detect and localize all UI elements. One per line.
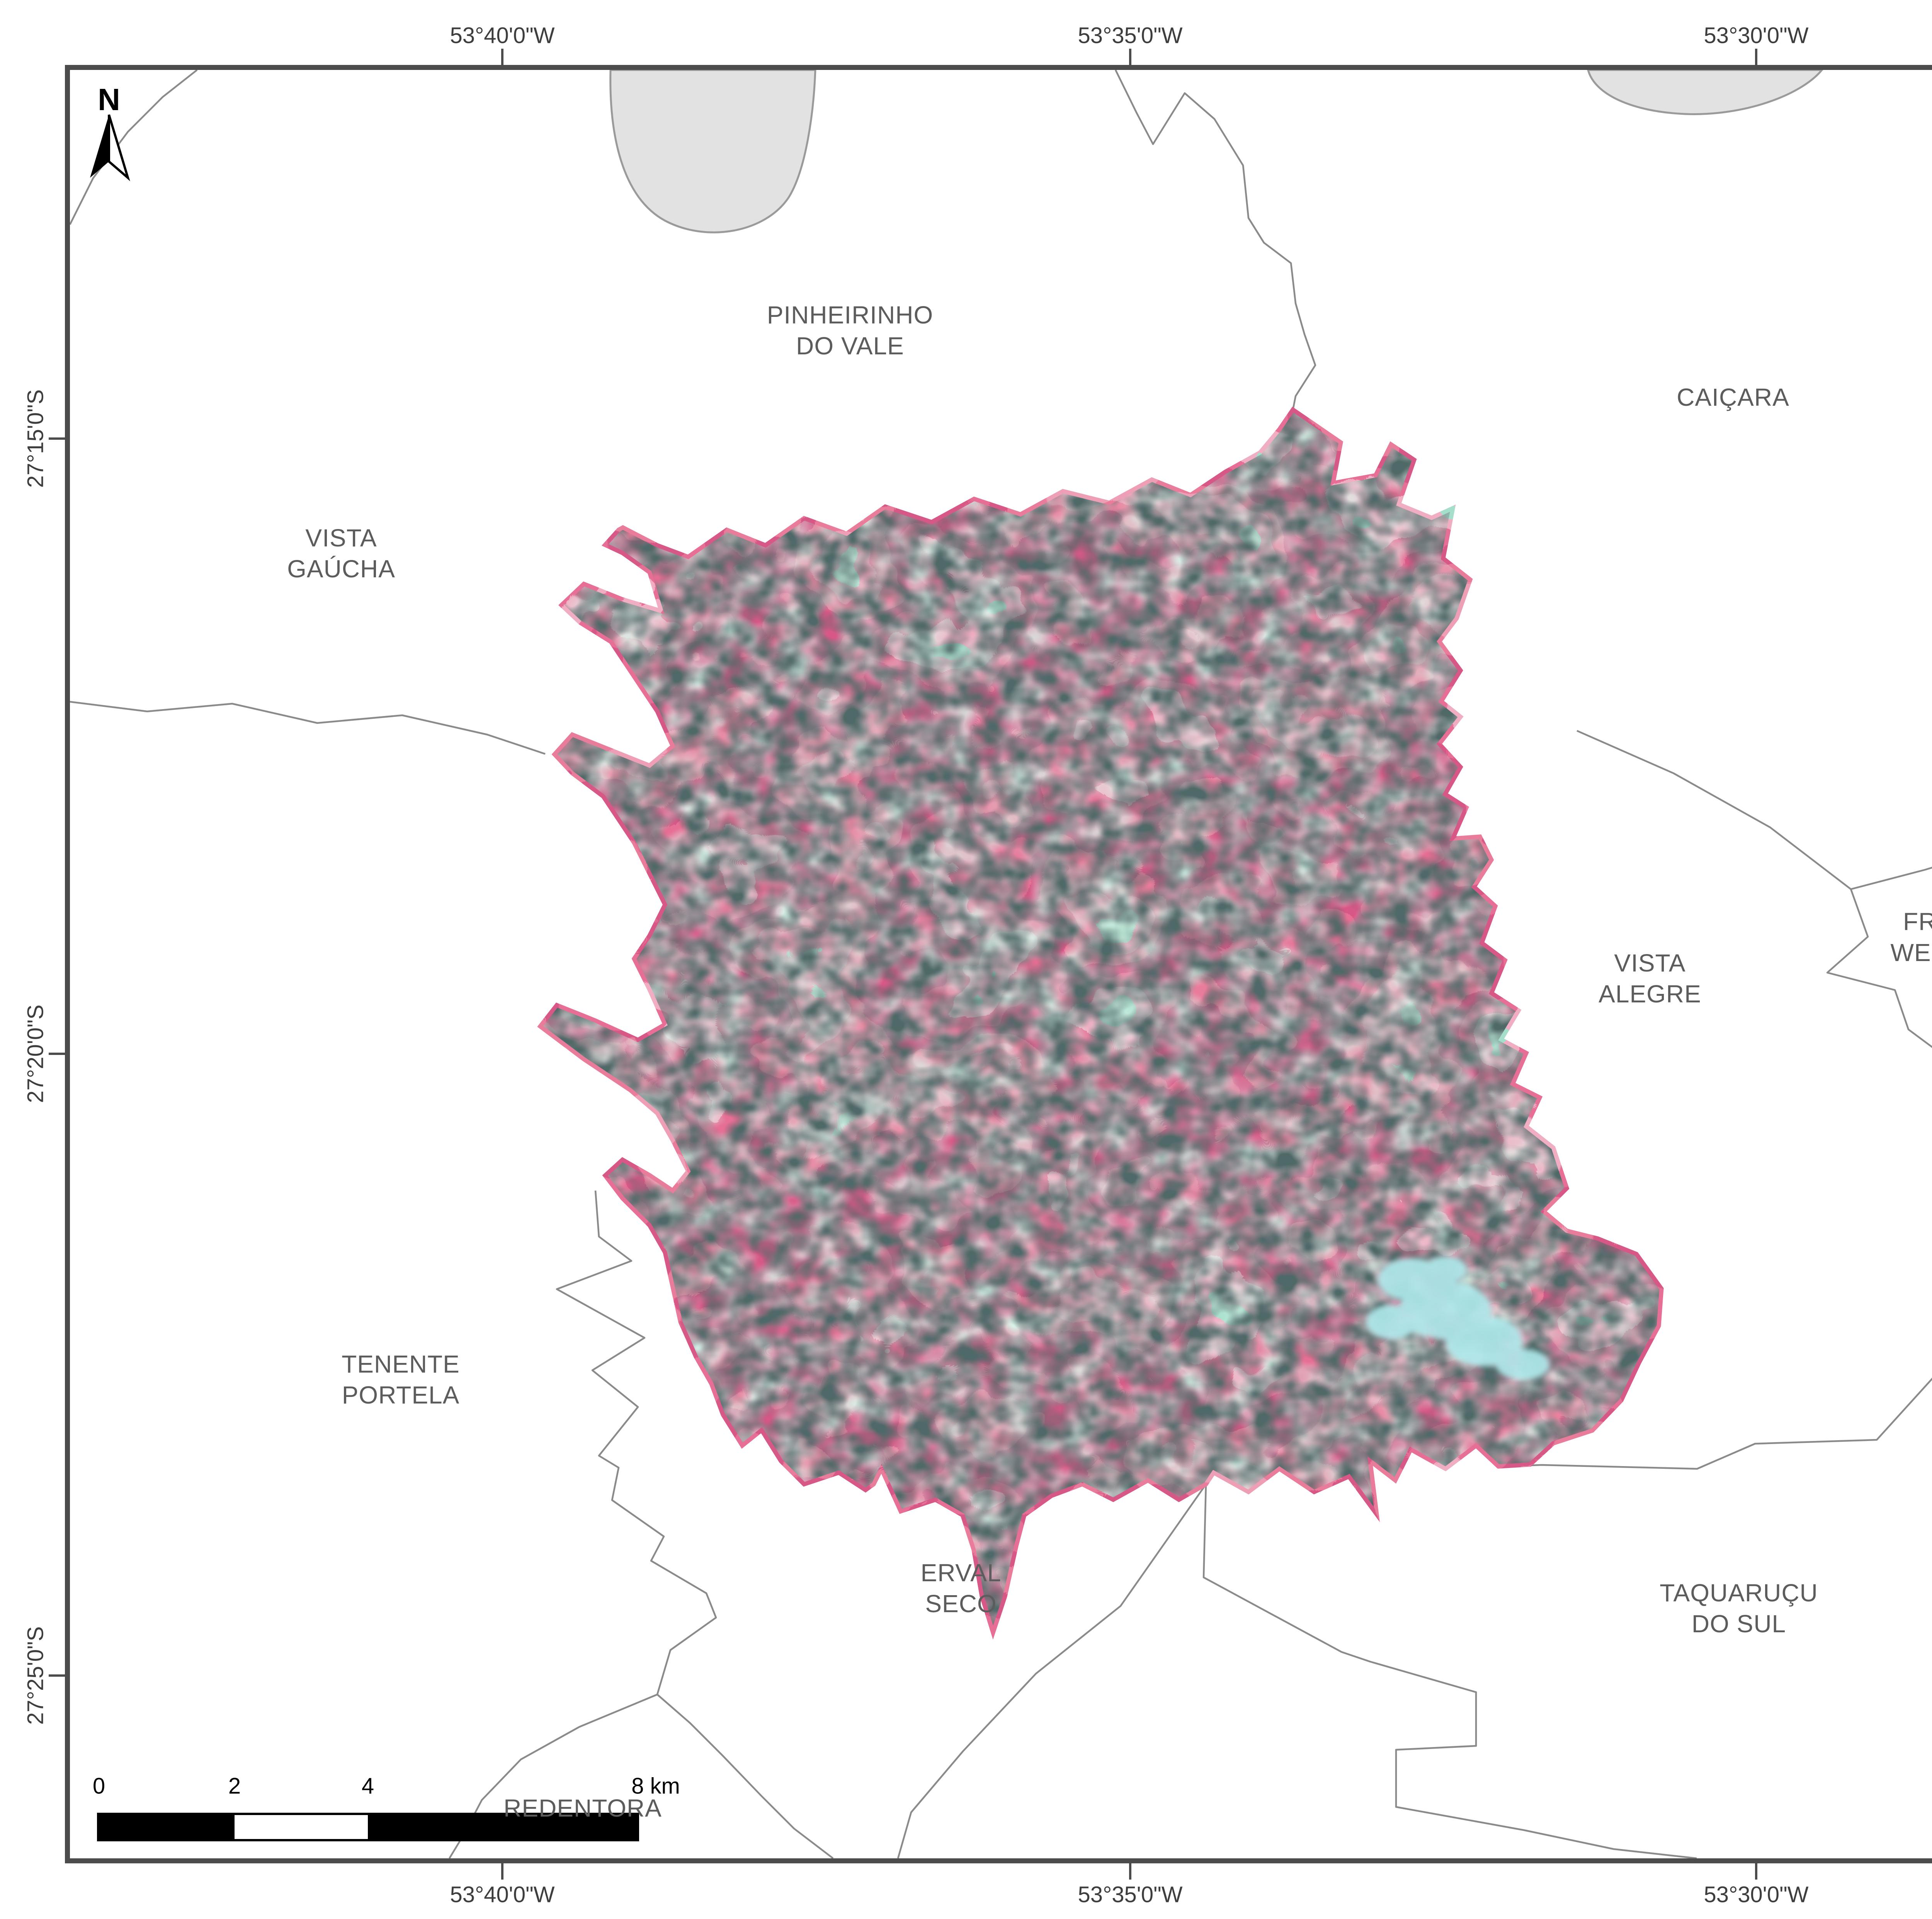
municipal-boundary-lines	[70, 70, 1932, 1858]
coord-left-27-15: 27°15'0"S	[23, 389, 48, 488]
place-label-vista-gaucha: VISTA GAÚCHA	[287, 524, 395, 583]
coord-bottom-53-40: 53°40'0"W	[450, 1882, 555, 1907]
place-label-caicara: CAIÇARA	[1677, 383, 1789, 411]
coord-left-27-25: 27°25'0"S	[23, 1626, 48, 1725]
coord-left-27-20: 27°20'0"S	[23, 1004, 48, 1103]
main-map-panel: N PINHEIRINHO DO VALE CAIÇARA VISTA GAÚC…	[65, 65, 1932, 1863]
graticule-tick-top-2	[1129, 49, 1131, 65]
municipality-imagery	[540, 410, 1662, 1633]
scale-bar	[97, 1813, 639, 1841]
north-arrow-label: N	[98, 82, 120, 117]
imagery-dark-speckle	[540, 410, 1662, 1633]
graticule-tick-left-2	[49, 1053, 65, 1055]
place-label-pinheirinho-do-vale: PINHEIRINHO DO VALE	[767, 301, 934, 360]
urban-area-blobs	[1366, 1256, 1550, 1380]
scalebar-label-8km: 8 km	[631, 1773, 680, 1799]
coord-top-53-35: 53°35'0"W	[1078, 23, 1183, 48]
graticule-tick-bottom-3	[1755, 1863, 1757, 1880]
place-label-vista-alegre: VISTA ALEGRE	[1599, 949, 1701, 1008]
coord-bottom-53-30: 53°30'0"W	[1704, 1882, 1809, 1907]
graticule-tick-bottom-1	[501, 1863, 503, 1880]
state-boundary-patches	[609, 70, 1823, 233]
scalebar-label-0: 0	[92, 1773, 105, 1799]
main-map-canvas	[70, 70, 1932, 1858]
place-label-taquarucu-do-sul: TAQUARUÇU DO SUL	[1660, 1579, 1818, 1638]
place-label-redentora: REDENTORA	[503, 1794, 662, 1822]
state-patch-northwest	[609, 70, 816, 233]
north-arrow-icon	[90, 114, 130, 181]
scalebar-label-4: 4	[361, 1773, 374, 1799]
place-label-erval-seco: ERVAL SECO	[920, 1559, 1002, 1618]
coord-bottom-53-35: 53°35'0"W	[1078, 1882, 1183, 1907]
coord-top-53-30: 53°30'0"W	[1704, 23, 1809, 48]
state-patch-northeast	[1587, 70, 1823, 115]
place-label-tenente-portela: TENENTE PORTELA	[342, 1350, 460, 1409]
graticule-tick-top-1	[501, 49, 503, 65]
graticule-tick-bottom-2	[1129, 1863, 1131, 1880]
graticule-tick-top-3	[1755, 49, 1757, 65]
scalebar-label-2: 2	[228, 1773, 241, 1799]
graticule-tick-left-3	[49, 1674, 65, 1677]
graticule-tick-left-1	[49, 437, 65, 440]
place-label-frederico-westphalen: FREDERICO WESTPHALEN	[1890, 908, 1932, 966]
coord-top-53-40: 53°40'0"W	[450, 23, 555, 48]
